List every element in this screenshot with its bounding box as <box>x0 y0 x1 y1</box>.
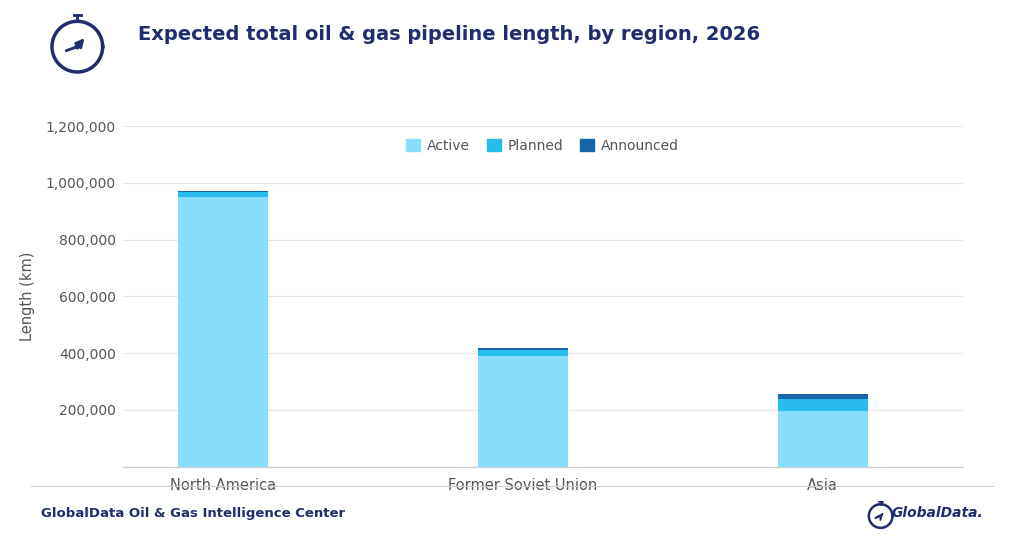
Bar <box>478 356 567 467</box>
Circle shape <box>76 44 79 49</box>
Bar <box>478 348 567 350</box>
Bar <box>777 400 867 411</box>
Y-axis label: Length (km): Length (km) <box>19 252 35 341</box>
Legend: Active, Planned, Announced: Active, Planned, Announced <box>400 133 685 158</box>
Text: Expected total oil & gas pipeline length, by region, 2026: Expected total oil & gas pipeline length… <box>138 25 761 44</box>
Bar <box>777 411 867 467</box>
Text: GlobalData Oil & Gas Intelligence Center: GlobalData Oil & Gas Intelligence Center <box>41 507 345 520</box>
Bar <box>178 192 268 197</box>
Bar <box>777 394 867 400</box>
Text: GlobalData.: GlobalData. <box>891 506 983 520</box>
Circle shape <box>880 515 882 517</box>
Bar <box>478 350 567 356</box>
Bar <box>178 197 268 467</box>
Bar <box>178 191 268 192</box>
